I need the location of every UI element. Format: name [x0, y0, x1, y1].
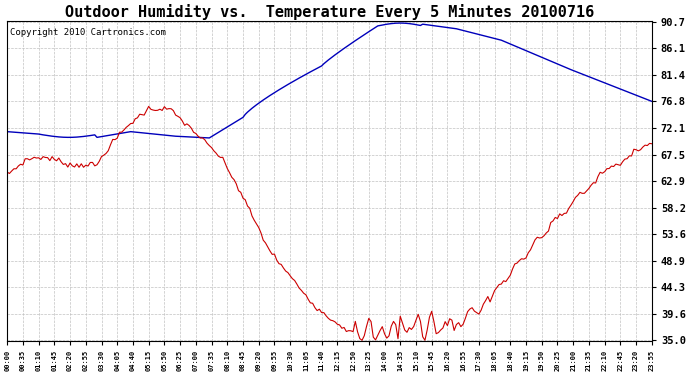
Text: Copyright 2010 Cartronics.com: Copyright 2010 Cartronics.com — [10, 28, 166, 37]
Title: Outdoor Humidity vs.  Temperature Every 5 Minutes 20100716: Outdoor Humidity vs. Temperature Every 5… — [65, 4, 594, 20]
